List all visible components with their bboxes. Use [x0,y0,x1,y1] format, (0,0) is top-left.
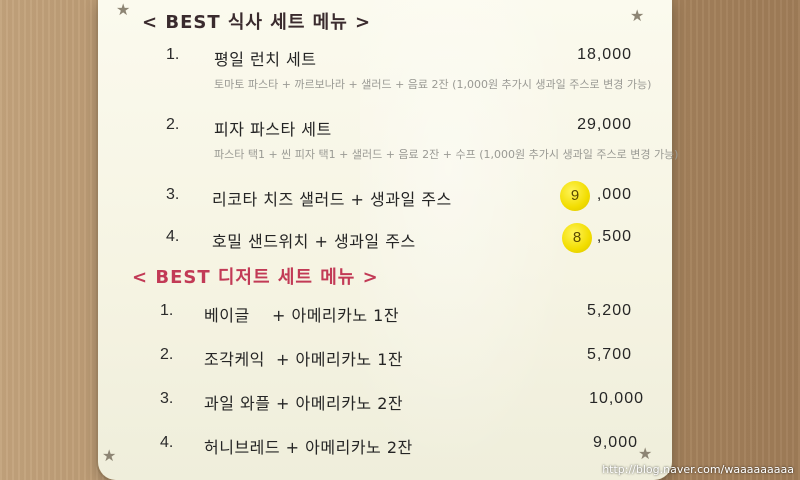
item-price: ,000 [596,186,632,203]
item-name: 허니브레드 + 아메리카노 2잔 [204,438,413,457]
item-name: 과일 와플 + 아메리카노 2잔 [204,394,404,413]
watermark-url: http://blog.naver.com/waaaaaaaaa [602,463,794,476]
price-sticker: 8 [562,223,592,253]
item-number: 3. [166,186,180,203]
star-icon: ★ [102,446,117,465]
item-price: 5,700 [586,346,632,363]
item-name: 리코타 치즈 샐러드 + 생과일 주스 [212,190,452,209]
item-number: 1. [166,46,180,63]
item-name: 평일 런치 세트 [214,50,317,69]
star-icon: ★ [116,0,131,19]
price-sticker: 9 [560,181,590,211]
item-description: 토마토 파스타 + 까르보나라 + 샐러드 + 음료 2잔 (1,000원 추가… [214,78,652,91]
item-price: 10,000 [589,390,644,407]
item-price: 29,000 [577,116,632,133]
item-number: 1. [160,302,174,319]
item-name: 피자 파스타 세트 [214,120,332,139]
meal-set-heading: < BEST 식사 세트 메뉴 > [142,12,372,33]
item-price: 18,000 [577,46,632,63]
item-number: 2. [160,346,174,363]
item-price: 9,000 [592,434,638,451]
item-number: 2. [166,116,180,133]
item-number: 3. [160,390,174,407]
dessert-set-heading: < BEST 디저트 세트 메뉴 > [132,267,379,288]
star-icon: ★ [638,444,653,463]
item-number: 4. [166,228,180,245]
item-description: 파스타 택1 + 씬 피자 택1 + 샐러드 + 음료 2잔 + 수프 (1,0… [214,148,679,161]
item-price: 5,200 [586,302,632,319]
item-name: 베이글 + 아메리카노 1잔 [204,306,400,325]
item-number: 4. [160,434,174,451]
item-name: 호밀 샌드위치 + 생과일 주스 [212,232,416,251]
star-icon: ★ [630,6,645,25]
item-name: 조각케익 + 아메리카노 1잔 [204,350,404,369]
item-price: ,500 [596,228,632,245]
